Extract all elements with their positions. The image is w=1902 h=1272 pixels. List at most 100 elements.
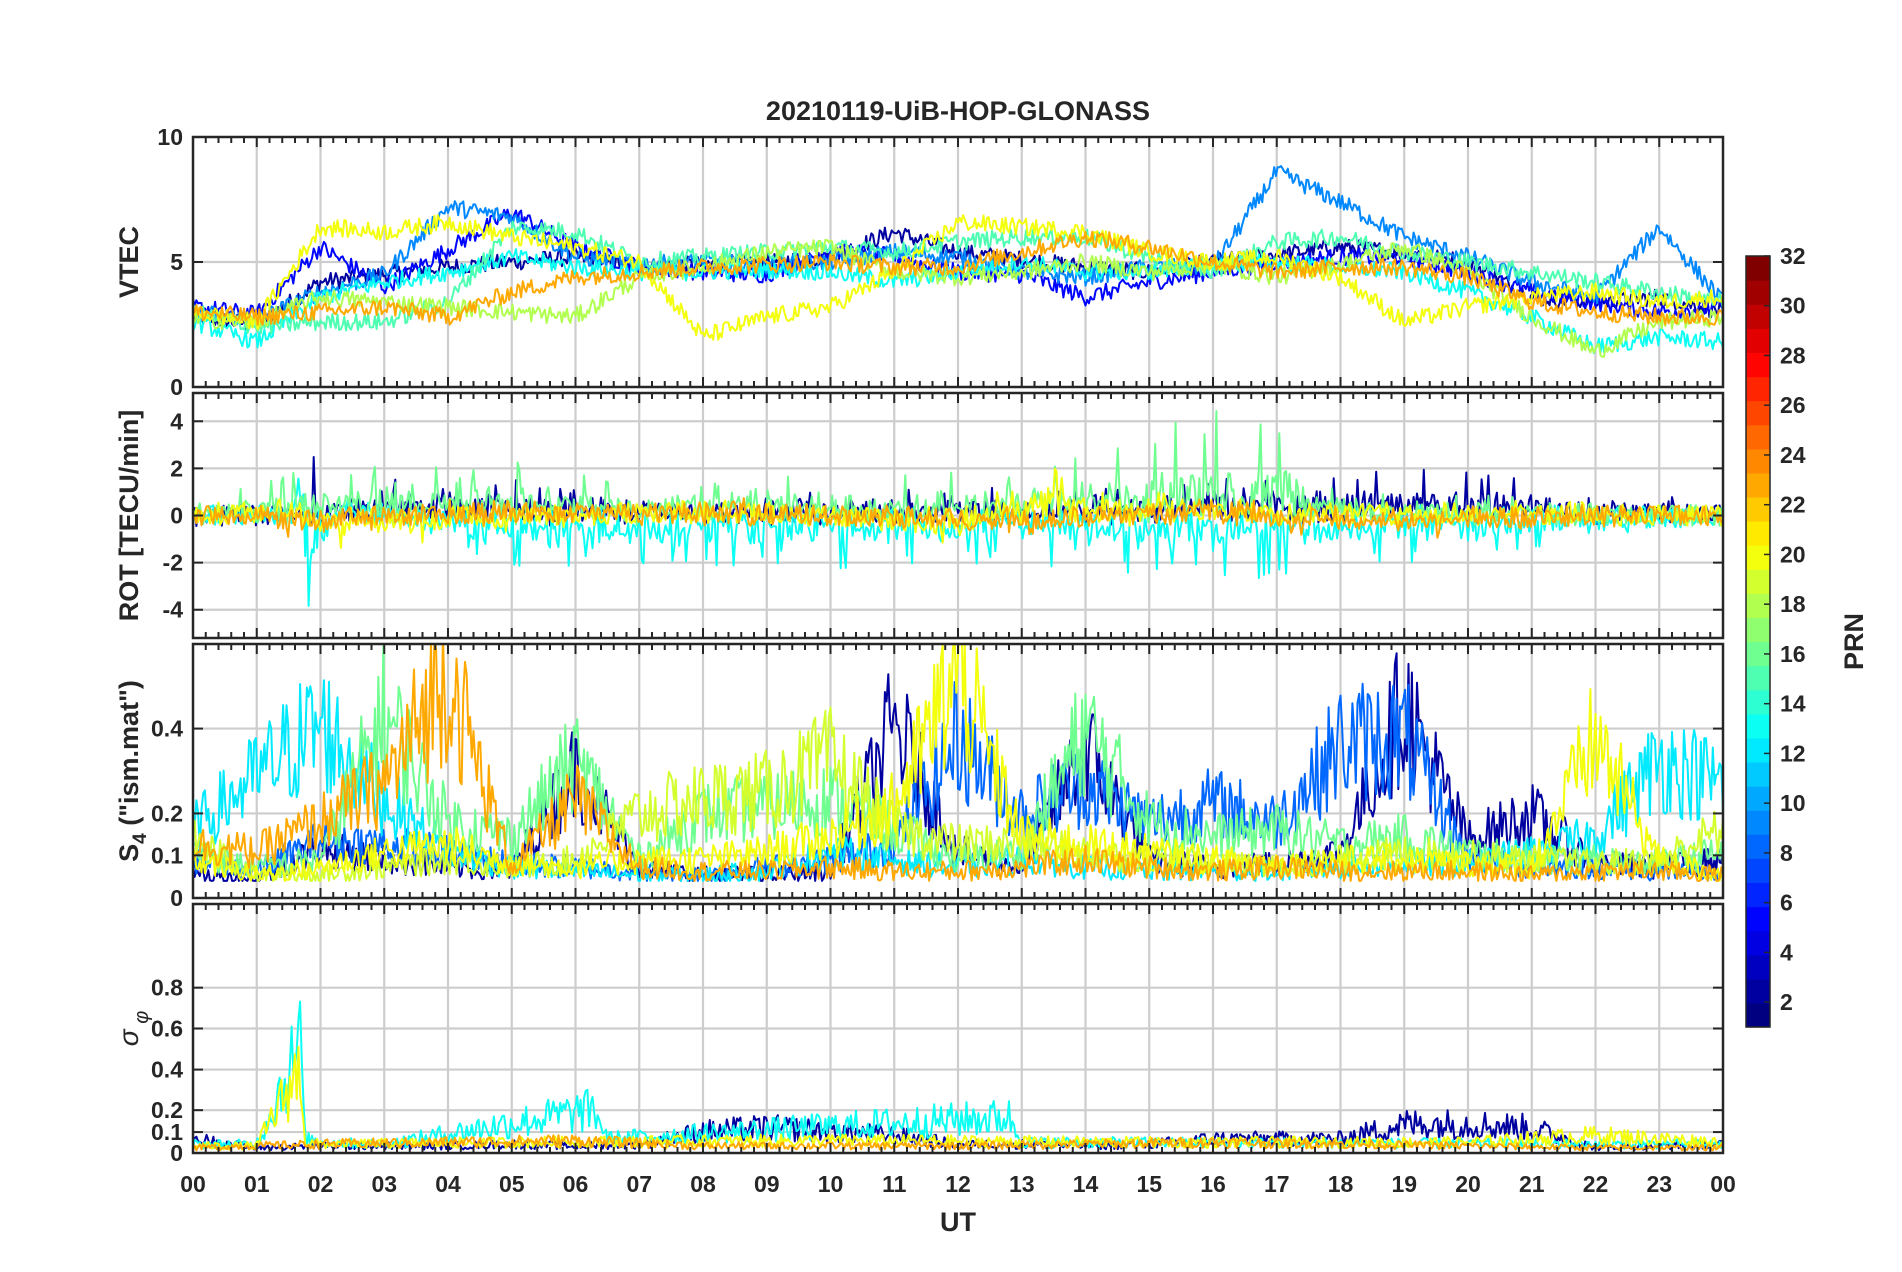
colorbar-segment	[1746, 352, 1770, 378]
series-group	[193, 410, 1723, 607]
colorbar-tick-label: 2	[1780, 989, 1793, 1015]
y-axis-label: ROT [TECU/min]	[114, 410, 144, 621]
colorbar-segment	[1746, 256, 1770, 281]
series-line	[193, 644, 1723, 879]
panel-vtec: 0 5 10 VTEC	[114, 124, 1725, 400]
x-tick-label: 21	[1519, 1171, 1545, 1197]
x-tick-label: 12	[945, 1171, 971, 1197]
colorbar-tick-label: 18	[1780, 591, 1806, 617]
colorbar-segment	[1746, 617, 1770, 643]
colorbar-tick-label: 16	[1780, 641, 1806, 667]
colorbar-segment	[1746, 593, 1770, 619]
x-tick-label: 00	[1710, 1171, 1736, 1197]
x-tick-label: 07	[626, 1171, 652, 1197]
colorbar-segment	[1746, 521, 1770, 546]
y-tick-label: 0.1	[151, 842, 183, 868]
y-tick-label: 0.4	[151, 716, 183, 742]
colorbar-segment	[1746, 496, 1770, 522]
y-tick-label: -4	[163, 597, 184, 623]
x-tick-label: 04	[435, 1171, 461, 1197]
x-tick-label: 01	[244, 1171, 270, 1197]
y-tick-label: 2	[170, 455, 183, 481]
series-group	[193, 644, 1723, 882]
colorbar-frame	[1745, 255, 1771, 1028]
x-tick-label: 10	[818, 1171, 844, 1197]
series-line	[193, 644, 1723, 882]
series-line	[193, 230, 1723, 326]
x-tick-label: 20	[1455, 1171, 1481, 1197]
y-tick-label: 10	[157, 124, 183, 150]
colorbar-segment	[1746, 448, 1770, 474]
x-tick-label: 18	[1328, 1171, 1354, 1197]
series-line	[193, 497, 1723, 539]
colorbar-segment	[1746, 761, 1770, 787]
panel-sigma_phi: 00.10.2 0.4 0.6 0.8 σ φ	[113, 902, 1725, 1166]
colorbar-segment	[1746, 472, 1770, 498]
y-axis-label: VTEC	[114, 226, 144, 298]
colorbar-tick-label: 30	[1780, 293, 1806, 319]
y-tick-label: 4	[170, 408, 183, 434]
x-tick-label: 19	[1391, 1171, 1417, 1197]
colorbar-segment	[1746, 906, 1770, 932]
series-line	[193, 208, 1723, 323]
series-line	[193, 644, 1723, 882]
chart-title: 20210119-UiB-HOP-GLONASS	[766, 96, 1150, 126]
colorbar-segment	[1746, 376, 1770, 402]
x-tick-label: 02	[308, 1171, 334, 1197]
colorbar-tick-label: 6	[1780, 890, 1793, 916]
x-tick-label: 17	[1264, 1171, 1290, 1197]
series-group	[193, 165, 1723, 358]
x-ticks	[192, 137, 1724, 387]
x-tick-label: 23	[1646, 1171, 1672, 1197]
y-tick-label: 0	[170, 503, 183, 529]
colorbar-tick-label: 4	[1780, 939, 1793, 965]
series-line	[193, 214, 1723, 341]
y-tick-label: 5	[170, 249, 183, 275]
colorbar-tick-label: 28	[1780, 342, 1806, 368]
y-tick-label: 0.4	[151, 1057, 183, 1083]
colorbar-segment	[1746, 834, 1770, 859]
colorbar-tick-label: 32	[1780, 243, 1806, 269]
grid	[193, 904, 1723, 1153]
colorbar-segment	[1746, 545, 1770, 570]
y-tick-label: 0	[170, 885, 183, 911]
panel-s4: 0 0.1 0.2 0.4S4 ("ism.mat")	[114, 642, 1725, 911]
series-line	[193, 238, 1723, 358]
colorbar-tick-label: 8	[1780, 840, 1793, 866]
colorbar-segment	[1746, 400, 1770, 426]
x-tick-label: 16	[1200, 1171, 1226, 1197]
x-tick-label: 14	[1073, 1171, 1099, 1197]
y-tick-label: 0	[170, 1140, 183, 1166]
colorbar-segment	[1746, 882, 1770, 908]
series-line	[193, 477, 1723, 607]
series-line	[193, 165, 1723, 327]
y-axis-label: σ φ	[113, 1011, 153, 1047]
colorbar-segment	[1746, 713, 1770, 739]
x-tick-label: 00	[180, 1171, 206, 1197]
colorbar-segment	[1746, 858, 1770, 884]
colorbar-segment	[1746, 328, 1770, 353]
colorbar-segment	[1746, 786, 1770, 811]
x-tick-label: 03	[371, 1171, 397, 1197]
colorbar-tick-label: 10	[1780, 790, 1806, 816]
colorbar-segment	[1746, 424, 1770, 450]
colorbar-segment	[1746, 665, 1770, 691]
colorbar-tick-label: 24	[1780, 442, 1806, 468]
colorbar-segment	[1746, 569, 1770, 594]
x-ticks	[192, 904, 1724, 1153]
x-ticks	[192, 393, 1724, 638]
colorbar-tick-label: 26	[1780, 392, 1806, 418]
colorbar-segment	[1746, 810, 1770, 835]
colorbar-segment	[1746, 304, 1770, 329]
x-tick-label: 05	[499, 1171, 525, 1197]
colorbar-tick-label: 14	[1780, 691, 1806, 717]
x-tick-label: 09	[754, 1171, 780, 1197]
y-tick-label: 0.8	[151, 975, 183, 1001]
x-ticks	[192, 644, 1724, 898]
colorbar-tick-label: 20	[1780, 541, 1806, 567]
colorbar-label: PRN	[1839, 613, 1869, 670]
colorbar-tick-label: 22	[1780, 492, 1806, 518]
